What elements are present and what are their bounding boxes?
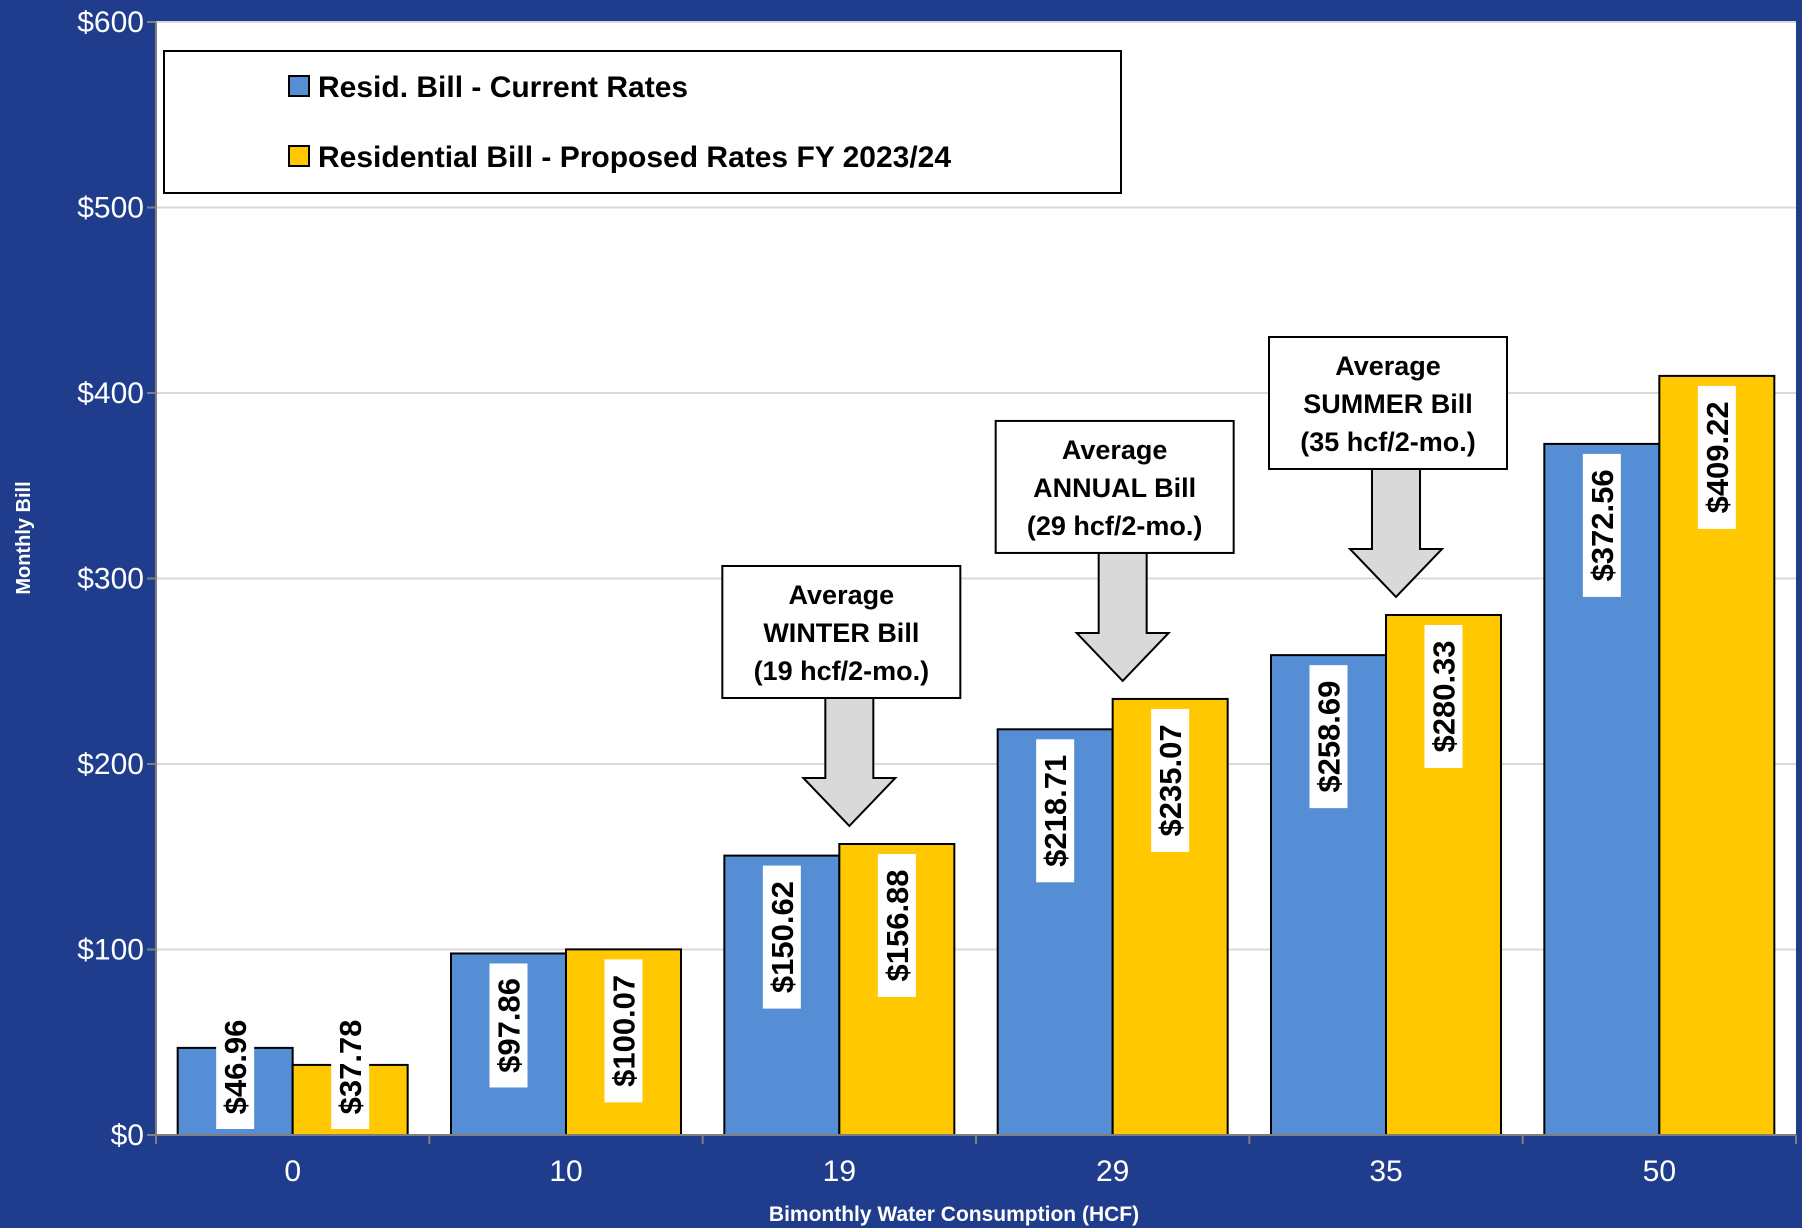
x-tick-label: 0: [284, 1155, 301, 1188]
y-tick-label: $300: [77, 563, 144, 596]
data-label: $100.07: [607, 975, 642, 1087]
y-tick-label: $500: [77, 192, 144, 225]
data-label-bg: [762, 865, 801, 1009]
y-axis-title: Monthly Bill: [13, 481, 35, 594]
legend-label: Residential Bill - Proposed Rates FY 202…: [318, 141, 951, 174]
data-label-bg: [1036, 739, 1075, 883]
callout-text: Average: [1335, 351, 1441, 381]
legend: Resid. Bill - Current Rates Residential B…: [163, 50, 1122, 194]
y-tick-label: $0: [111, 1119, 144, 1152]
callout-text: SUMMER Bill: [1303, 389, 1473, 419]
legend-swatch: [288, 75, 310, 97]
data-label-bg: [604, 959, 643, 1103]
data-label-bg: [1151, 708, 1190, 852]
callout: Average ANNUAL Bill (29 hcf/2-mo.): [994, 419, 1235, 683]
callout: Average WINTER Bill (19 hcf/2-mo.): [721, 564, 962, 828]
data-label-bg: [1424, 624, 1463, 768]
legend-box: [163, 50, 1122, 194]
x-tick-label: 35: [1369, 1155, 1402, 1188]
callout-text: (19 hcf/2-mo.): [754, 656, 930, 686]
x-tick-label: 50: [1643, 1155, 1676, 1188]
y-tick-label: $400: [77, 377, 144, 410]
callout: Average SUMMER Bill (35 hcf/2-mo.): [1268, 335, 1508, 599]
callout-text: Average: [789, 580, 895, 610]
callout-text: (29 hcf/2-mo.): [1027, 511, 1203, 541]
data-label: $372.56: [1585, 469, 1620, 581]
callout-arrow-icon: [1074, 551, 1172, 683]
data-label: $218.71: [1038, 755, 1073, 867]
data-label-bg: [1309, 665, 1348, 809]
data-label: $280.33: [1427, 640, 1462, 752]
callout-box: [1268, 335, 1508, 470]
data-label-bg: [877, 853, 916, 997]
data-label-bg: [331, 1005, 370, 1129]
legend-swatch: [288, 145, 310, 167]
y-tick-label: $200: [77, 748, 144, 781]
callout-arrow-icon: [800, 696, 898, 828]
callout-text: ANNUAL Bill: [1033, 473, 1196, 503]
data-labels-group: $46.96 $37.78 $97.86 $100.07 $150.62 $156.88 $…: [216, 385, 1736, 1129]
y-tick-label: $600: [77, 6, 144, 39]
callout-text: Average: [1062, 435, 1168, 465]
data-label-bg: [216, 1005, 255, 1129]
y-tick-label: $100: [77, 934, 144, 967]
x-axis-title: Bimonthly Water Consumption (HCF): [769, 1203, 1139, 1226]
data-label-bg: [489, 963, 528, 1088]
data-label: $235.07: [1153, 724, 1188, 836]
data-label: $37.78: [333, 1020, 368, 1115]
axes-group: $0 $100 $200 $300 $400 $500 $600 0 10 19 29 35 50: [77, 6, 1797, 1188]
data-label-bg: [1697, 385, 1736, 529]
data-label: $150.62: [765, 881, 800, 993]
data-label: $97.86: [492, 978, 527, 1073]
data-label: $156.88: [880, 869, 915, 981]
legend-label: Resid. Bill - Current Rates: [318, 71, 688, 104]
callout-box: [994, 419, 1235, 554]
callout-text: (35 hcf/2-mo.): [1300, 427, 1476, 457]
data-label: $46.96: [218, 1020, 253, 1115]
data-label-bg: [1582, 453, 1621, 597]
callout-text: WINTER Bill: [763, 618, 919, 648]
x-tick-label: 19: [823, 1155, 856, 1188]
x-tick-label: 10: [549, 1155, 582, 1188]
data-label: $258.69: [1312, 681, 1347, 793]
callout-box: [721, 564, 962, 699]
data-label: $409.22: [1700, 401, 1735, 513]
x-tick-label: 29: [1096, 1155, 1129, 1188]
callout-arrow-icon: [1347, 467, 1445, 599]
gridlines: [156, 21, 1796, 951]
